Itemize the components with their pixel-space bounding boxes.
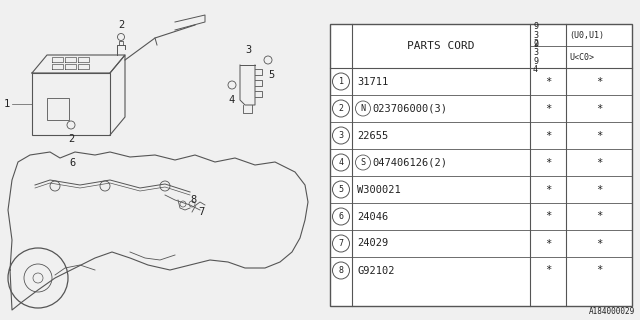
Text: 8: 8 [339, 266, 344, 275]
Text: PARTS CORD: PARTS CORD [407, 41, 475, 51]
Circle shape [264, 56, 272, 64]
Text: 2: 2 [118, 20, 124, 30]
Text: 5: 5 [268, 70, 275, 80]
Text: 9
3
2: 9 3 2 [533, 22, 538, 48]
Text: 6: 6 [69, 158, 75, 168]
Circle shape [333, 127, 349, 144]
Text: *: * [596, 185, 602, 195]
Text: *: * [596, 76, 602, 86]
Circle shape [118, 34, 125, 41]
Text: 2: 2 [68, 134, 74, 144]
Circle shape [180, 201, 186, 207]
Text: *: * [596, 103, 602, 114]
Text: 1: 1 [339, 77, 344, 86]
Circle shape [100, 181, 110, 191]
Text: *: * [596, 131, 602, 140]
Circle shape [355, 101, 371, 116]
Text: 31711: 31711 [357, 76, 388, 86]
Text: S: S [360, 158, 365, 167]
Text: 2: 2 [339, 104, 344, 113]
Text: A184000029: A184000029 [589, 307, 635, 316]
Text: 1: 1 [4, 99, 10, 109]
Text: *: * [545, 185, 551, 195]
Bar [47, 98, 69, 120]
Text: *: * [596, 266, 602, 276]
Circle shape [189, 201, 195, 207]
Text: *: * [545, 76, 551, 86]
Circle shape [333, 100, 349, 117]
Text: 24046: 24046 [357, 212, 388, 221]
Circle shape [333, 73, 349, 90]
Circle shape [67, 121, 75, 129]
Text: *: * [596, 238, 602, 249]
Text: 023706000(3): 023706000(3) [372, 103, 447, 114]
Circle shape [50, 181, 60, 191]
Text: (U0,U1): (U0,U1) [569, 30, 604, 39]
Circle shape [228, 81, 236, 89]
Text: 4: 4 [339, 158, 344, 167]
Text: 24029: 24029 [357, 238, 388, 249]
Text: 5: 5 [339, 185, 344, 194]
Text: 6: 6 [339, 212, 344, 221]
Text: *: * [545, 157, 551, 167]
Circle shape [333, 235, 349, 252]
Text: *: * [545, 212, 551, 221]
Bar [330, 24, 632, 306]
Text: N: N [360, 104, 365, 113]
Text: U<C0>: U<C0> [569, 52, 594, 61]
Text: G92102: G92102 [357, 266, 394, 276]
Text: *: * [545, 103, 551, 114]
Text: 3: 3 [339, 131, 344, 140]
Text: 7: 7 [339, 239, 344, 248]
Text: 9
3
9
4: 9 3 9 4 [533, 40, 538, 74]
Text: 22655: 22655 [357, 131, 388, 140]
Text: *: * [545, 238, 551, 249]
Text: 3: 3 [245, 45, 251, 55]
Text: *: * [545, 266, 551, 276]
Text: 8: 8 [190, 195, 196, 205]
Text: 4: 4 [229, 95, 235, 105]
Text: *: * [596, 157, 602, 167]
Circle shape [160, 181, 170, 191]
Text: *: * [596, 212, 602, 221]
Bar [32, 73, 110, 135]
Circle shape [333, 154, 349, 171]
Text: W300021: W300021 [357, 185, 401, 195]
Bar [330, 24, 632, 306]
Circle shape [333, 262, 349, 279]
Text: 047406126(2): 047406126(2) [372, 157, 447, 167]
Text: 7: 7 [198, 207, 204, 217]
Circle shape [333, 208, 349, 225]
Text: *: * [545, 131, 551, 140]
Circle shape [355, 155, 371, 170]
Circle shape [333, 181, 349, 198]
